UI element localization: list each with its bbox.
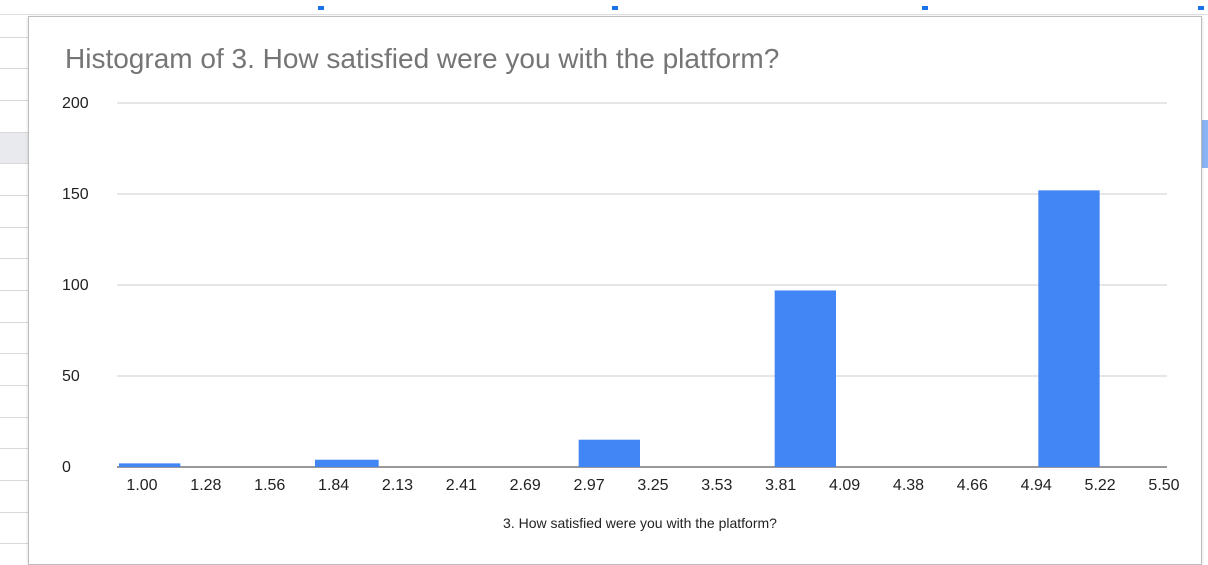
x-tick-label: 2.41 — [446, 477, 477, 494]
column-marker — [922, 6, 928, 10]
x-tick-label: 4.09 — [829, 477, 860, 494]
row-gridline — [0, 322, 28, 323]
selected-cell[interactable] — [0, 133, 28, 163]
x-tick-label: 1.56 — [254, 477, 285, 494]
y-tick-label: 150 — [62, 186, 89, 203]
x-axis-title: 3. How satisfied were you with the platf… — [503, 515, 777, 531]
chart-container[interactable]: Histogram of 3. How satisfied were you w… — [28, 16, 1202, 565]
y-tick-label: 0 — [62, 459, 71, 476]
x-tick-label: 1.00 — [126, 477, 157, 494]
y-tick-label: 200 — [62, 95, 89, 112]
x-tick-label: 3.25 — [637, 477, 668, 494]
x-tick-label: 4.66 — [957, 477, 988, 494]
row-gridline — [0, 417, 28, 418]
y-axis-ticks: 0 50 100 150 200 — [62, 95, 89, 476]
row-gridline — [0, 480, 28, 481]
row-gridline — [0, 68, 28, 69]
chart-title: Histogram of 3. How satisfied were you w… — [65, 43, 780, 74]
row-gridline — [0, 163, 28, 164]
row-gridline — [0, 132, 28, 133]
y-tick-label: 50 — [62, 368, 80, 385]
x-tick-label: 2.69 — [510, 477, 541, 494]
histogram-bar[interactable] — [774, 290, 836, 467]
column-marker — [612, 6, 618, 10]
y-tick-label: 100 — [62, 277, 89, 294]
row-gridline — [0, 37, 28, 38]
row-gridline — [0, 290, 28, 291]
x-tick-label: 3.53 — [701, 477, 732, 494]
x-tick-label: 1.84 — [318, 477, 349, 494]
row-gridline — [0, 543, 28, 544]
x-axis-ticks: 1.00 1.28 1.56 1.84 2.13 2.41 2.69 2.97 3.25 3.53… — [126, 477, 1179, 494]
row-gridline — [0, 512, 28, 513]
row-gridline — [0, 385, 28, 386]
x-tick-label: 1.28 — [190, 477, 221, 494]
histogram-bar[interactable] — [119, 463, 181, 467]
row-gridline — [0, 258, 28, 259]
bars — [119, 190, 1100, 468]
histogram-bar[interactable] — [578, 439, 640, 467]
row-gridline — [0, 195, 28, 196]
row-gridline — [0, 353, 28, 354]
gridlines — [117, 102, 1167, 468]
column-header-strip — [0, 0, 1208, 15]
row-gridline — [0, 227, 28, 228]
selection-edge — [1202, 120, 1208, 168]
x-tick-label: 5.22 — [1085, 477, 1116, 494]
x-tick-label: 5.50 — [1148, 477, 1179, 494]
x-tick-label: 2.13 — [382, 477, 413, 494]
x-tick-label: 3.81 — [765, 477, 796, 494]
histogram-bar[interactable] — [315, 459, 379, 467]
column-marker — [1198, 6, 1204, 10]
row-gridline — [0, 100, 28, 101]
row-gridline — [0, 448, 28, 449]
x-tick-label: 2.97 — [574, 477, 605, 494]
histogram-bar[interactable] — [1038, 190, 1100, 468]
column-marker — [318, 6, 324, 10]
x-tick-label: 4.38 — [893, 477, 924, 494]
x-tick-label: 4.94 — [1021, 477, 1052, 494]
